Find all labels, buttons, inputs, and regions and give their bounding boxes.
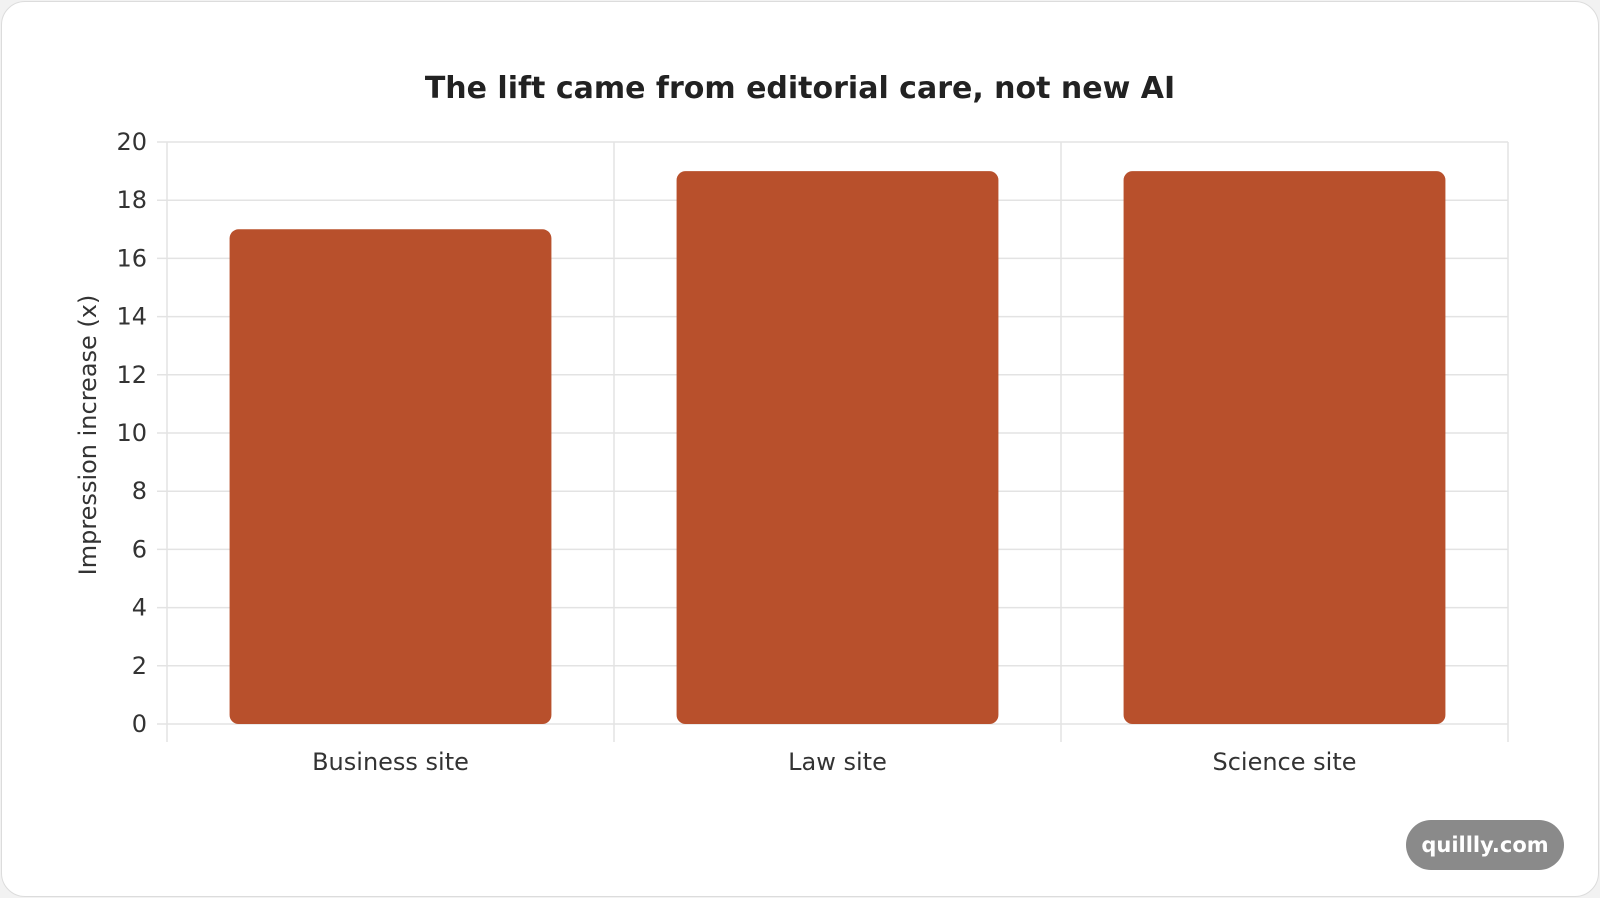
y-tick-label: 20 [116, 128, 147, 156]
y-tick-label: 8 [132, 477, 147, 505]
x-axis-ticks: Business site Law site Science site [312, 748, 1356, 776]
x-tick-label: Law site [788, 748, 887, 776]
y-tick-label: 16 [116, 244, 147, 272]
y-tick-label: 2 [132, 652, 147, 680]
y-tick-label: 10 [116, 419, 147, 447]
y-tick-label: 4 [132, 594, 147, 622]
y-axis-label: Impression increase (x) [74, 295, 102, 576]
bars [229, 171, 1446, 725]
watermark-badge[interactable]: quillly.com [1406, 820, 1564, 870]
y-tick-label: 14 [116, 303, 147, 331]
y-axis-ticks: 0 2 4 6 8 10 12 14 16 18 20 [116, 128, 147, 738]
bar-science-site[interactable] [1123, 171, 1446, 725]
y-tick-label: 18 [116, 186, 147, 214]
x-tick-label: Science site [1212, 748, 1356, 776]
bar-law-site[interactable] [676, 171, 999, 725]
y-tick-label: 6 [132, 535, 147, 563]
y-tick-label: 0 [132, 710, 147, 738]
y-tick-label: 12 [116, 361, 147, 389]
x-tick-label: Business site [312, 748, 469, 776]
bar-business-site[interactable] [229, 229, 552, 725]
chart-title: The lift came from editorial care, not n… [425, 71, 1175, 106]
